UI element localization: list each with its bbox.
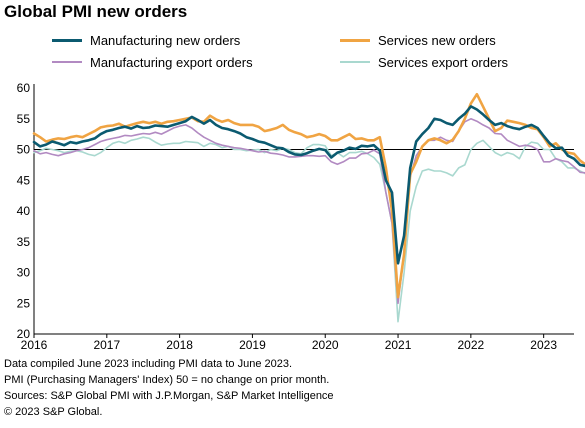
legend-item-manufacturing-export-orders: Manufacturing export orders [52, 53, 253, 71]
legend-swatch-manufacturing-new-orders [52, 38, 82, 42]
legend-item-manufacturing-new-orders: Manufacturing new orders [52, 31, 240, 49]
legend-label-services-export-orders: Services export orders [378, 54, 509, 70]
x-tick-label: 2022 [458, 338, 485, 352]
legend-label-services-new-orders: Services new orders [378, 32, 496, 48]
series-line-manufacturing-export-orders [33, 118, 585, 305]
y-tick-label: 55 [17, 112, 31, 126]
footnote-pmi-definition: PMI (Purchasing Managers' Index) 50 = no… [4, 374, 330, 386]
legend-swatch-manufacturing-export-orders [52, 61, 82, 63]
legend-swatch-services-new-orders [340, 38, 370, 42]
series-line-manufacturing-new-orders [32, 105, 585, 265]
x-tick-label: 2017 [93, 338, 120, 352]
legend-label-manufacturing-new-orders: Manufacturing new orders [90, 32, 241, 48]
x-tick-label: 2019 [239, 338, 266, 352]
footnotes: Data compiled June 2023 including PMI da… [4, 356, 334, 420]
footnote-sources: Sources: S&P Global PMI with J.P.Morgan,… [4, 390, 334, 402]
footnote-data-compiled: Data compiled June 2023 including PMI da… [4, 358, 293, 370]
y-tick-label: 35 [17, 235, 31, 249]
x-tick-label: 2021 [385, 338, 412, 352]
legend-swatch-services-export-orders [340, 61, 370, 63]
y-tick-label: 40 [17, 204, 31, 218]
y-tick-label: 60 [17, 81, 31, 95]
chart-plot: 20 25 30 35 40 45 50 55 60 2016 2017 2018 2019 2020 20… [17, 81, 585, 352]
y-tick-label: 45 [17, 173, 31, 187]
legend-item-services-new-orders: Services new orders [340, 31, 496, 49]
footnote-copyright: © 2023 S&P Global. [4, 406, 103, 418]
x-tick-label: 2018 [166, 338, 193, 352]
legend-label-manufacturing-export-orders: Manufacturing export orders [90, 54, 253, 70]
y-tick-label: 30 [17, 266, 31, 280]
y-tick-label: 20 [17, 327, 31, 341]
x-tick-label: 2020 [312, 338, 339, 352]
y-tick-label: 50 [17, 143, 31, 157]
x-tick-label: 2016 [21, 338, 48, 352]
series-line-services-export-orders [33, 136, 585, 323]
y-tick-label: 25 [17, 296, 31, 310]
chart-title: Global PMI new orders [4, 2, 188, 21]
x-tick-label: 2023 [530, 338, 557, 352]
legend-item-services-export-orders: Services export orders [340, 53, 508, 71]
legend: Manufacturing new orders Services new or… [0, 0, 585, 80]
